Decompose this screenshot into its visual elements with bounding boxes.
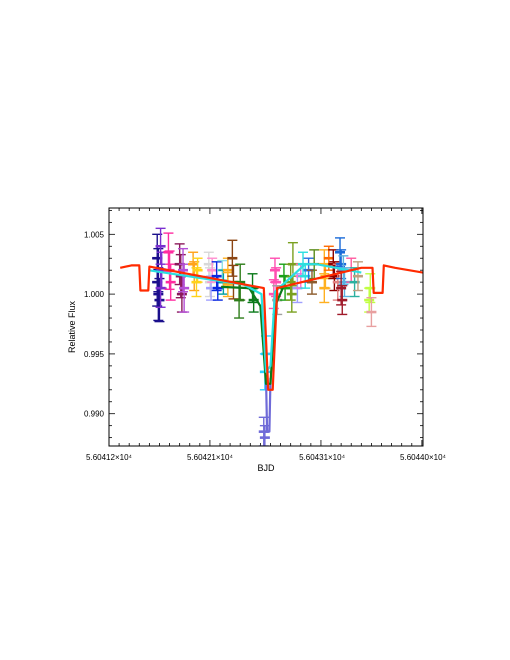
- data-point: [269, 257, 280, 283]
- data-point: [227, 239, 238, 277]
- data-point: [337, 285, 348, 316]
- data-point: [155, 227, 166, 265]
- plot-frame: [108, 207, 424, 447]
- data-series: [174, 243, 187, 313]
- x-axis-title: BJD: [257, 463, 275, 473]
- data-series: [163, 232, 176, 301]
- data-series: [222, 257, 233, 298]
- data-series: [306, 269, 317, 295]
- data-series: [178, 247, 190, 313]
- tick-labels: 5.60412×10⁴ 5.60421×10⁴ 5.60431×10⁴ 5.60440…: [84, 230, 447, 462]
- model-curve: [264, 377, 272, 433]
- y-tick-label: 1.005: [84, 230, 105, 239]
- data-point: [176, 275, 187, 313]
- data-series: [352, 261, 363, 292]
- data-point: [352, 261, 363, 292]
- data-point: [154, 277, 165, 323]
- model-curve: [148, 263, 362, 373]
- data-point: [306, 269, 317, 295]
- y-tick-label: 1.000: [84, 290, 105, 299]
- x-tick-label: 5.60421×10⁴: [187, 453, 233, 462]
- data-series: [366, 296, 377, 328]
- data-series: [234, 263, 246, 319]
- model-curve: [119, 264, 423, 391]
- y-tick-label: 0.995: [84, 350, 105, 359]
- y-axis-title: Relative Flux: [67, 300, 77, 353]
- data-point: [319, 273, 330, 304]
- x-tick-label: 5.60412×10⁴: [86, 453, 132, 462]
- x-tick-label: 5.60440×10⁴: [400, 453, 446, 462]
- y-tick-label: 0.990: [84, 410, 105, 419]
- model-curves: [119, 263, 423, 433]
- data-series: [211, 261, 223, 301]
- data-point: [366, 296, 377, 328]
- data-point: [178, 247, 189, 293]
- data-series: [191, 257, 203, 298]
- x-tick-label: 5.60431×10⁴: [299, 453, 345, 462]
- data-point: [163, 232, 174, 273]
